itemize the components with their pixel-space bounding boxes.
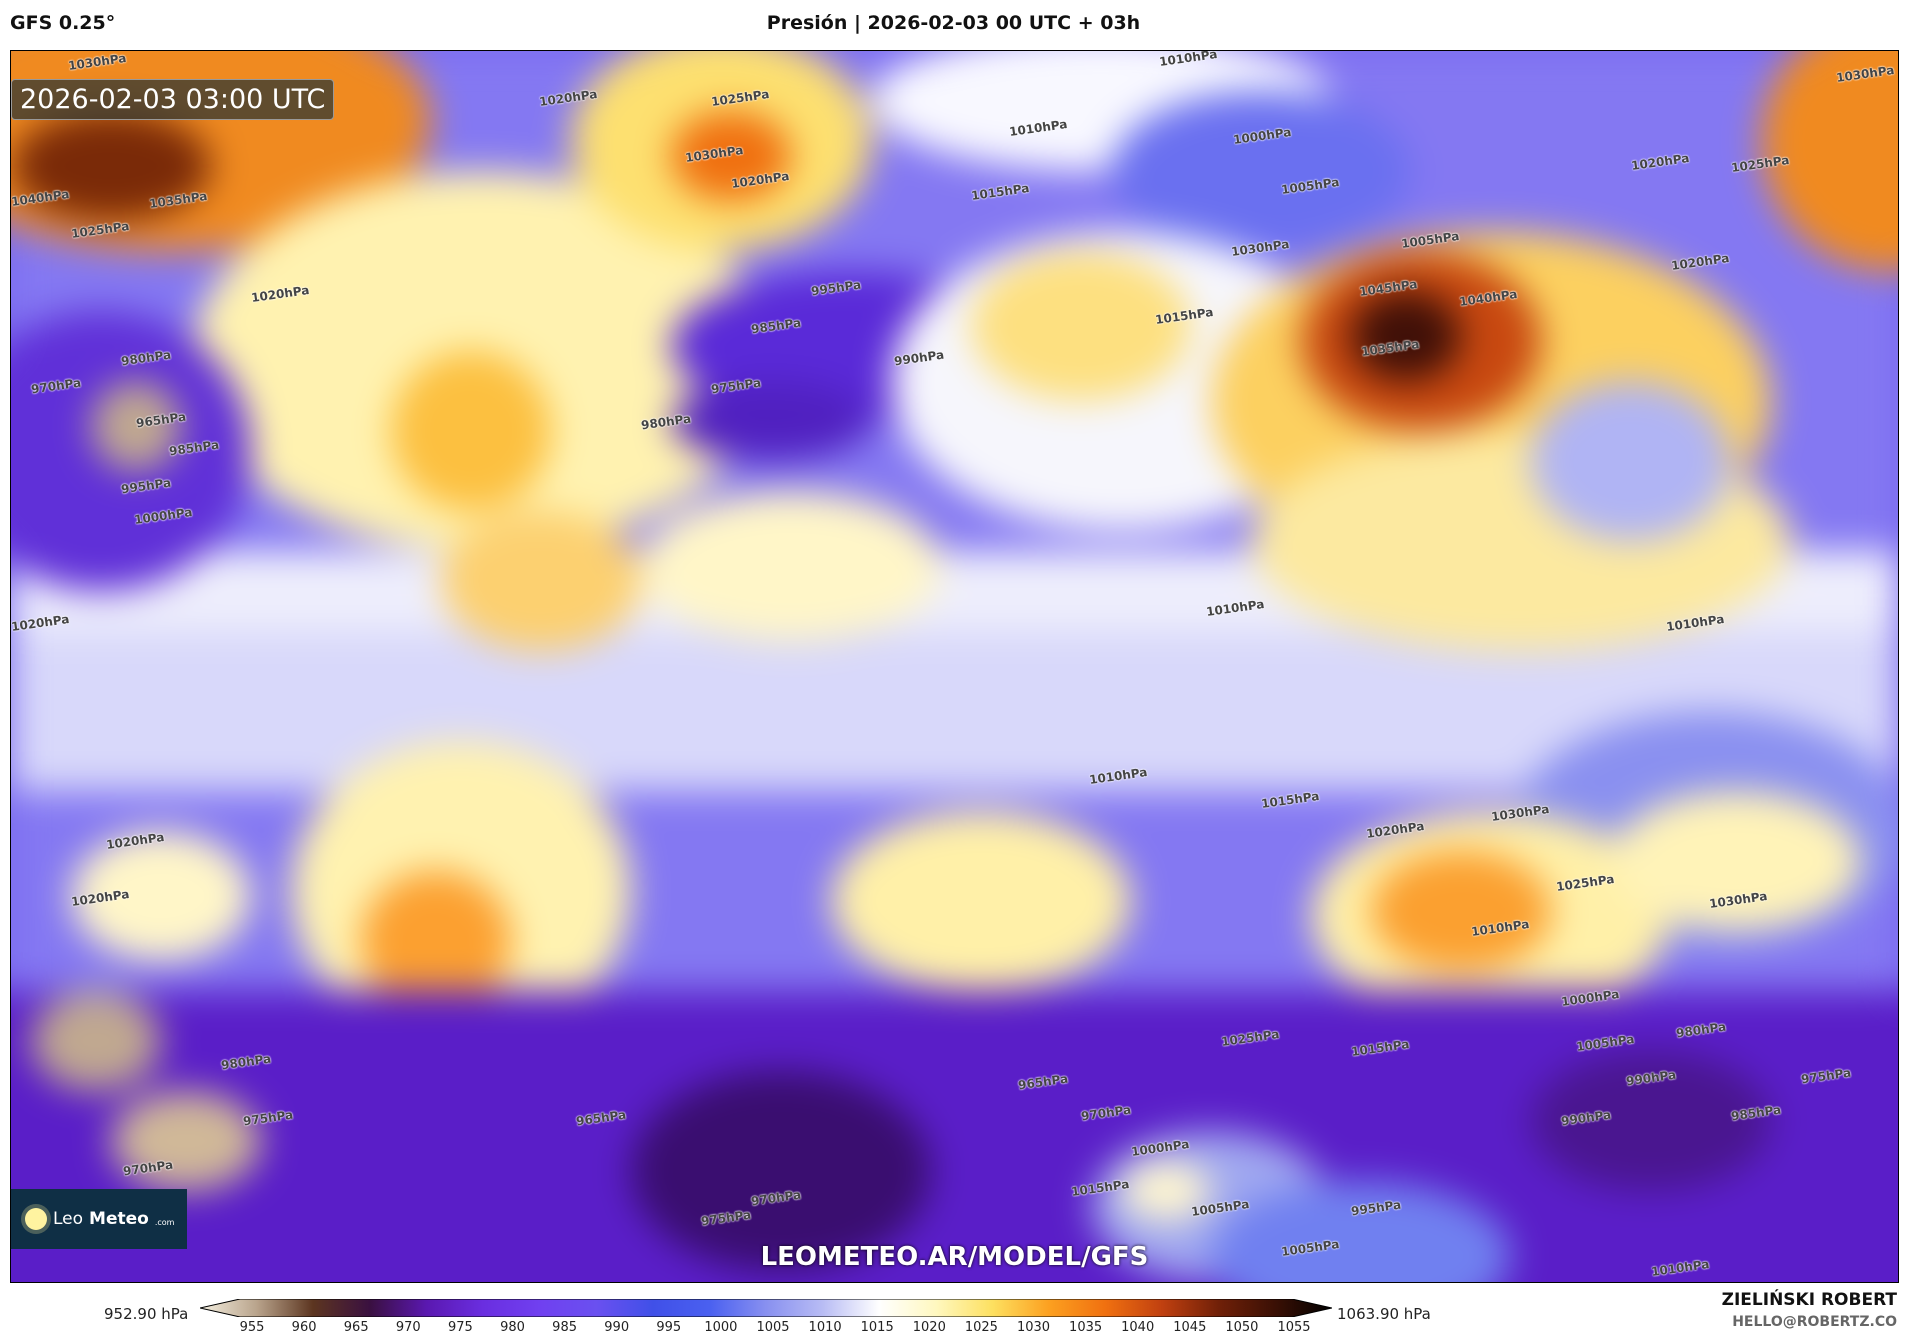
colorbar-tick: 1010 <box>808 1320 842 1335</box>
pressure-blob <box>641 491 941 641</box>
model-label: GFS 0.25° <box>10 12 116 34</box>
pressure-blob <box>91 381 181 471</box>
pressure-blob <box>1531 381 1731 541</box>
colorbar-tick: 965 <box>343 1320 369 1335</box>
colorbar-tick: 960 <box>291 1320 317 1335</box>
colorbar-tick: 1030 <box>1016 1320 1051 1335</box>
logo-leo: Leo <box>53 1209 84 1229</box>
colorbar-tick: 975 <box>447 1320 473 1335</box>
watermark: LEOMETEO.AR/MODEL/GFS <box>760 1242 1149 1272</box>
pressure-blob <box>971 251 1191 401</box>
colorbar-max: 1063.90 hPa <box>1337 1305 1431 1323</box>
pressure-blob <box>671 111 791 201</box>
colorbar-tick: 995 <box>656 1320 682 1335</box>
leometeo-logo[interactable]: Leo Meteo .com <box>11 1189 187 1249</box>
pressure-blob <box>441 511 641 651</box>
colorbar-tick: 1035 <box>1069 1320 1103 1335</box>
colorbar-tick: 1040 <box>1121 1320 1155 1335</box>
colorbar-tick: 985 <box>552 1320 578 1335</box>
pressure-blob <box>831 811 1131 991</box>
colorbar-tick: 1005 <box>756 1320 790 1335</box>
pressure-map[interactable]: 1030hPa 1010hPa 1030hPa 1020hPa 1025hPa 1030h… <box>10 50 1899 1283</box>
author-email[interactable]: HELLO@ROBERTZ.CO <box>1732 1314 1897 1330</box>
colorbar-tick: 1055 <box>1277 1320 1311 1335</box>
colorbar <box>200 1299 1332 1317</box>
colorbar-tick: 970 <box>395 1320 421 1335</box>
colorbar-tick: 1015 <box>860 1320 894 1335</box>
logo-dotcom: .com <box>154 1217 175 1227</box>
pressure-blob <box>1611 791 1861 931</box>
pressure-blob <box>631 1071 931 1271</box>
colorbar-body <box>200 1299 1332 1317</box>
valid-time-stamp: 2026-02-03 03:00 UTC <box>11 79 335 120</box>
colorbar-tick: 1045 <box>1173 1320 1207 1335</box>
pressure-blob <box>31 991 161 1091</box>
colorbar-tick: 955 <box>239 1320 265 1335</box>
colorbar-min: 952.90 hPa <box>104 1305 189 1323</box>
colorbar-tick: 990 <box>604 1320 630 1335</box>
pressure-blob <box>361 871 511 1011</box>
pressure-blob <box>1111 91 1411 251</box>
pressure-field <box>11 51 1898 1282</box>
colorbar-tick: 980 <box>500 1320 525 1335</box>
colorbar-tick: 1020 <box>912 1320 946 1335</box>
colorbar-tick: 1000 <box>704 1320 738 1335</box>
pressure-blob <box>1351 291 1461 381</box>
colorbar-tick: 1025 <box>964 1320 998 1335</box>
pressure-blob <box>1531 1051 1771 1191</box>
pressure-blob <box>1371 851 1551 971</box>
colorbar-tick: 1050 <box>1225 1320 1259 1335</box>
sun-icon <box>25 1208 47 1230</box>
pressure-blob <box>71 831 251 961</box>
pressure-blob <box>671 381 871 461</box>
pressure-blob <box>391 351 551 511</box>
chart-title: Presión | 2026-02-03 00 UTC + 03h <box>766 12 1141 34</box>
pressure-blob <box>11 111 211 221</box>
logo-meteo: Meteo <box>89 1209 149 1229</box>
author-name: ZIELIŃSKI ROBERT <box>1721 1290 1897 1310</box>
pressure-blob <box>111 1091 261 1191</box>
pressure-blob <box>1121 1161 1211 1221</box>
